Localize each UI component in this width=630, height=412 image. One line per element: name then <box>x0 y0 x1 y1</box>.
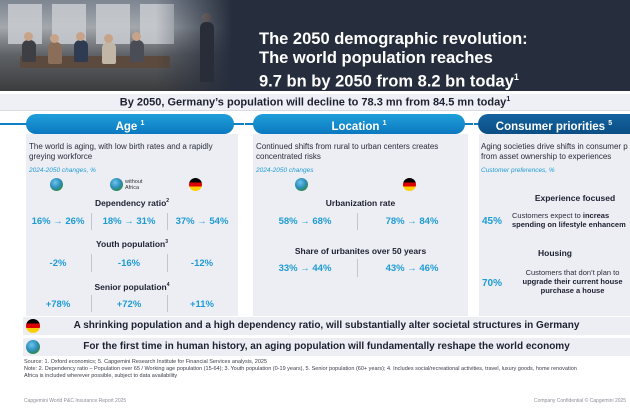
hero-banner: The 2050 demographic revolution: The wor… <box>0 0 630 91</box>
age-title: Age <box>115 120 138 133</box>
location-lead: Continued shifts from rural to urban cen… <box>256 142 439 161</box>
africa-note: Africa is included wherever possible, su… <box>24 373 178 379</box>
world-takeaway: For the first time in human history, an … <box>83 341 570 352</box>
column-divider <box>167 295 168 312</box>
senior-germany-value: +11% <box>189 299 215 310</box>
youth-population-sup: 3 <box>165 239 169 246</box>
hero-title-line2: The world population reaches <box>259 49 493 67</box>
consumer-card <box>479 134 630 316</box>
dependency-ratio-sup: 2 <box>166 198 170 205</box>
urbanites-germany-value: 43% → 46% <box>385 263 439 274</box>
globe-icon <box>50 178 63 191</box>
meeting-photo <box>0 0 236 91</box>
age-tag: 2024-2050 changes, % <box>29 167 96 174</box>
location-title: Location <box>331 120 380 133</box>
globe-icon <box>26 340 40 354</box>
germany-takeaway: A shrinking population and a high depend… <box>73 320 580 331</box>
housing-body: Customers that don’t plan to upgrade the… <box>515 268 630 295</box>
footer-confidential: Company Confidential © Capgemini 2025 <box>534 398 627 404</box>
location-tag: 2024-2050 changes <box>256 167 314 174</box>
subtitle-sup: 1 <box>506 96 511 103</box>
globe-icon <box>295 178 308 191</box>
age-lead: The world is aging, with low birth rates… <box>29 142 213 161</box>
youth-population-title: Youth population3 <box>26 239 238 249</box>
senior-population-title: Senior population4 <box>26 282 238 292</box>
youth-world-value: -2% <box>49 258 67 269</box>
urbanites-over-50-title: Share of urbanites over 50 years <box>294 246 427 256</box>
column-divider <box>357 259 358 277</box>
dependency-ratio-title: Dependency ratio2 <box>26 198 238 208</box>
experience-body-bold2: spending on lifestyle enhancem <box>512 220 626 229</box>
housing-title: Housing <box>538 248 572 258</box>
germany-flag-icon <box>189 178 202 191</box>
hero-title-line1: The 2050 demographic revolution: <box>259 30 528 48</box>
hero-title-sup: 1 <box>513 72 519 82</box>
youth-germany-value: -12% <box>190 258 214 269</box>
without-africa-label: without Africa <box>125 179 143 191</box>
footer-report-name: Capgemini World P&C Insurance Report 202… <box>24 398 127 404</box>
senior-population-label: Senior population <box>94 282 167 292</box>
germany-flag-icon <box>26 319 40 333</box>
consumer-pill: Consumer priorities 5 <box>478 114 630 134</box>
urbanization-germany-value: 78% → 84% <box>385 216 439 227</box>
urbanites-world-value: 33% → 44% <box>278 263 332 274</box>
youth-without-africa-value: -16% <box>117 258 141 269</box>
senior-without-africa-value: +72% <box>116 299 142 310</box>
housing-pct: 70% <box>482 278 503 289</box>
consumer-tag: Customer preferences, % <box>481 167 555 174</box>
experience-pct: 45% <box>482 216 503 227</box>
column-divider <box>91 254 92 272</box>
definitions-note: Note: 2. Dependency ratio – Population o… <box>24 366 577 372</box>
world-takeaway-bar <box>23 338 630 356</box>
experience-body: Customers expect to increas spending on … <box>512 211 630 229</box>
consumer-lead: Aging societies drive shifts in consumer… <box>481 142 628 161</box>
urbanization-world-value: 58% → 68% <box>278 216 332 227</box>
dependency-germany-value: 37% → 54% <box>175 216 229 227</box>
experience-focused-title: Experience focused <box>534 193 616 203</box>
column-divider <box>91 295 92 312</box>
subtitle: By 2050, Germany’s population will decli… <box>0 96 630 109</box>
subtitle-text: By 2050, Germany’s population will decli… <box>119 96 507 109</box>
column-divider <box>167 213 168 230</box>
consumer-title-sup: 5 <box>608 120 613 127</box>
youth-population-label: Youth population <box>95 239 166 249</box>
subtitle-bar <box>0 94 630 111</box>
experience-body-bold: increas <box>582 211 610 220</box>
age-title-sup: 1 <box>140 120 145 127</box>
senior-world-value: +78% <box>45 299 71 310</box>
housing-body-line3: purchase a house <box>540 286 605 295</box>
hero-title-line3: 9.7 bn by 2050 from 8.2 bn today <box>259 72 514 91</box>
column-divider <box>167 254 168 272</box>
germany-takeaway-bar <box>23 317 630 335</box>
location-card <box>253 134 468 316</box>
location-title-sup: 1 <box>382 120 387 127</box>
dependency-without-africa-value: 18% → 31% <box>102 216 156 227</box>
age-pill: Age 1 <box>26 114 234 134</box>
experience-body-text: Customers expect to <box>512 211 583 220</box>
germany-flag-icon <box>403 178 416 191</box>
dependency-world-value: 16% → 26% <box>31 216 85 227</box>
source-note: Source: 1. Oxford economics; 5. Capgemin… <box>24 359 268 365</box>
urbanization-rate-title: Urbanization rate <box>325 198 396 208</box>
globe-without-africa-icon <box>110 178 123 191</box>
housing-body-line2: upgrade their current house <box>522 277 623 286</box>
dependency-ratio-label: Dependency ratio <box>94 198 167 208</box>
housing-body-line1: Customers that don’t plan to <box>525 268 620 277</box>
location-pill: Location 1 <box>253 114 465 134</box>
column-divider <box>91 213 92 230</box>
age-card <box>26 134 238 316</box>
consumer-title: Consumer priorities <box>495 120 606 133</box>
column-divider <box>357 213 358 230</box>
hero-title: The 2050 demographic revolution: The wor… <box>259 30 624 91</box>
senior-population-sup: 4 <box>166 282 170 289</box>
